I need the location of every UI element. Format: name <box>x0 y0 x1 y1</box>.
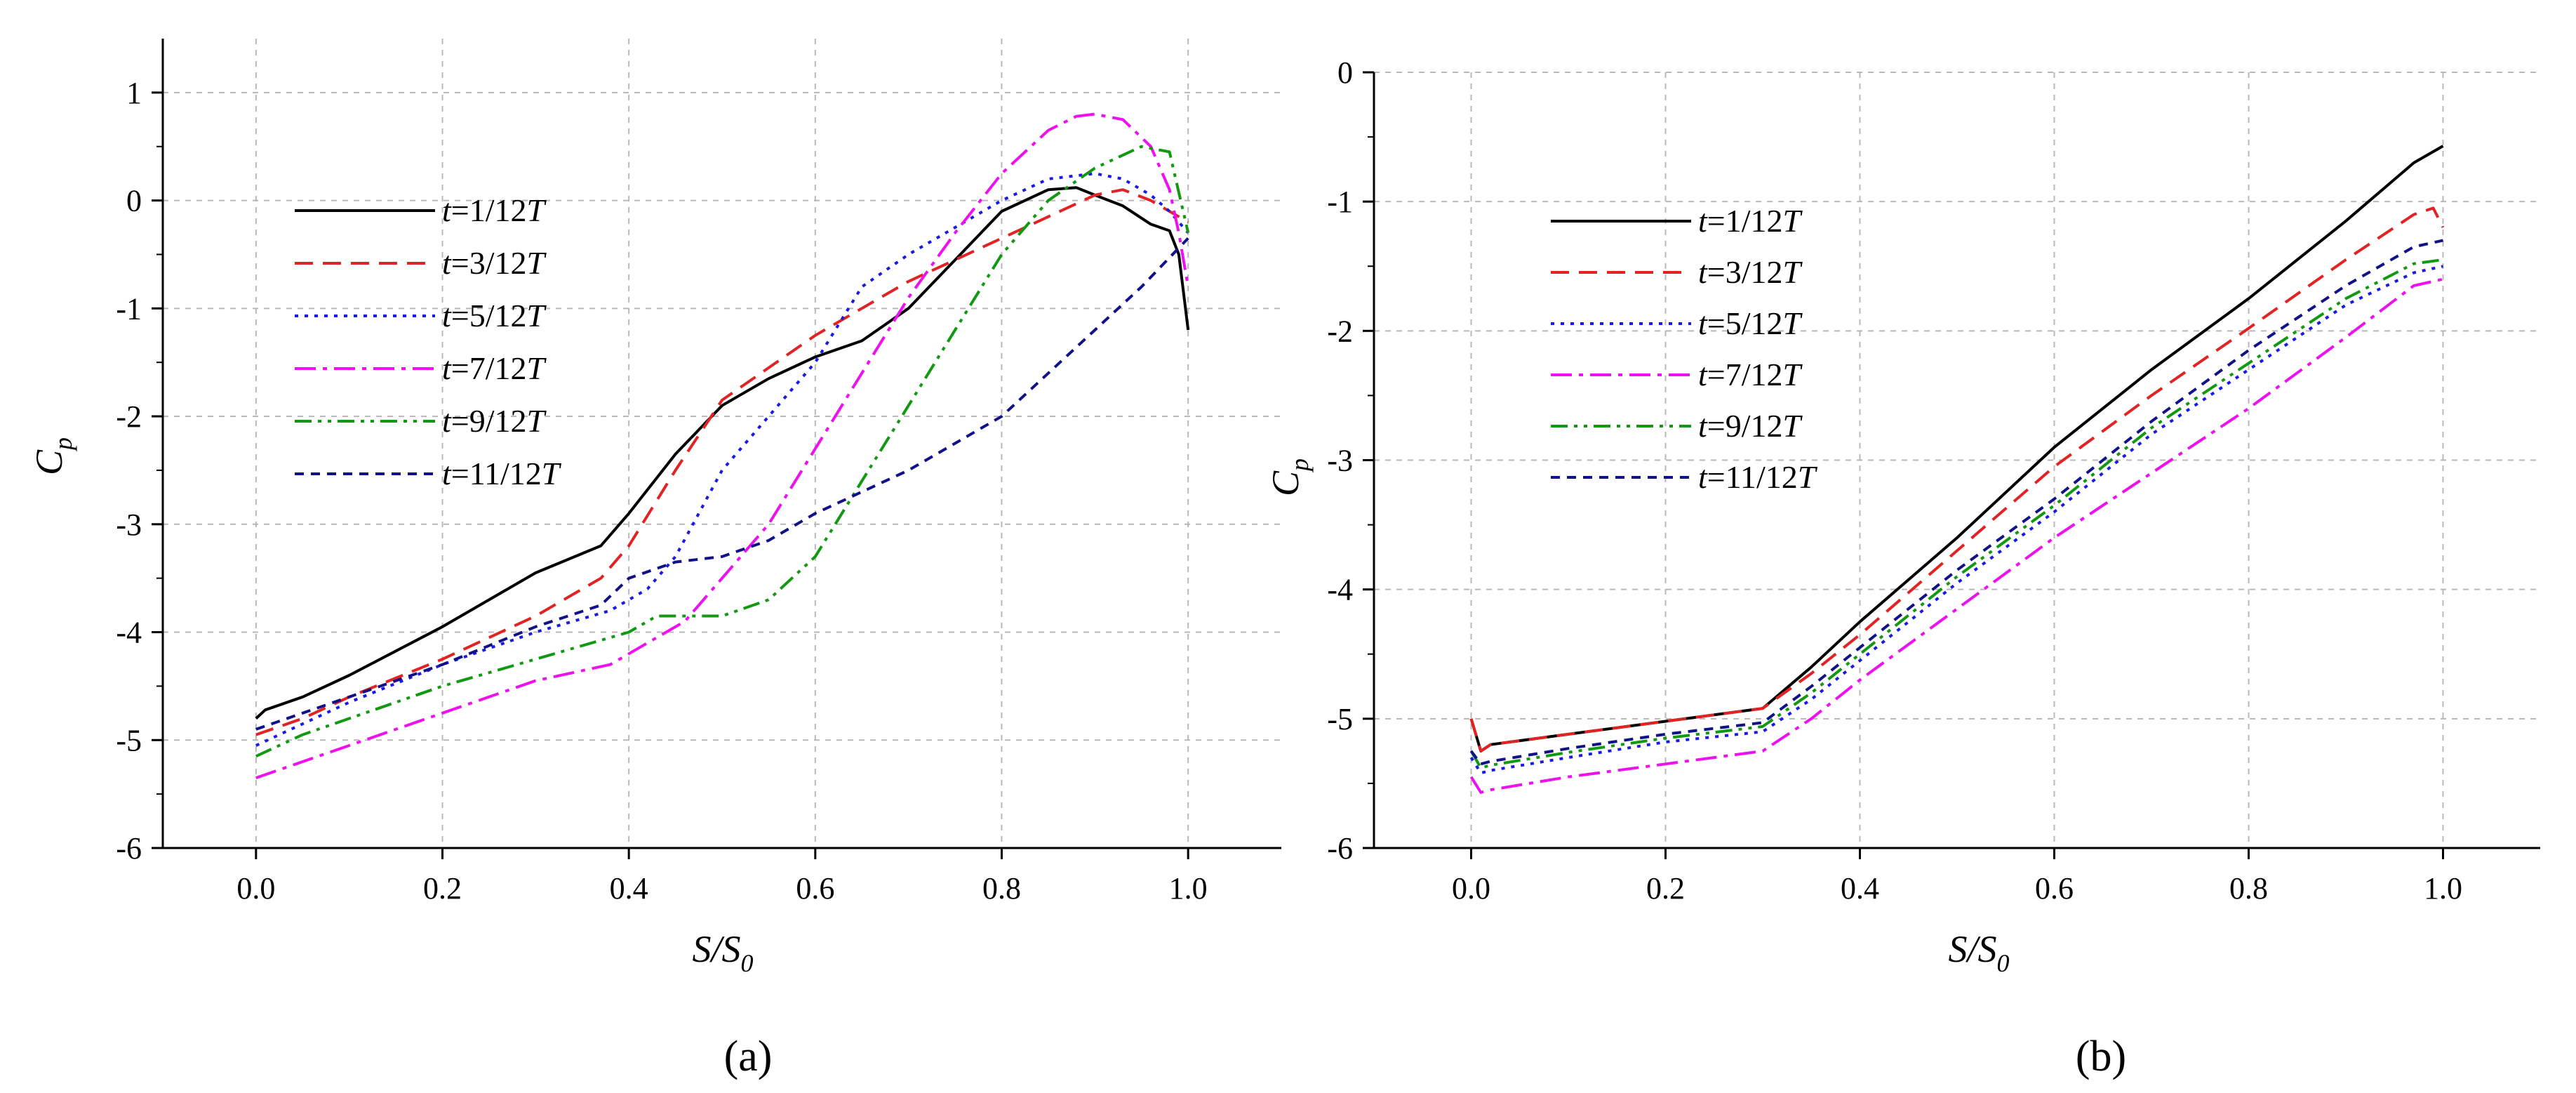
panel-b-series-line-4 <box>1469 277 2443 794</box>
panel-a-legend-label-6: t=11/12T <box>442 456 562 491</box>
panel-b: 0.0 0.2 0.4 0.6 0.8 1.0-6-5-4-3-2-10t=1/12Tt=… <box>1264 55 2540 1080</box>
panel-a-legend-label-5: t=9/12T <box>442 403 547 439</box>
panel-a-y-tick-label: -6 <box>116 831 142 866</box>
panel-a-legend-label-3: t=5/12T <box>442 298 547 333</box>
panel-b-legend-label-5: t=9/12T <box>1698 408 1803 444</box>
panel-b-series-line-6 <box>1469 239 2443 766</box>
panel-b-x-tick-label: 0.6 <box>2035 871 2074 906</box>
panel-b-y-axis-title: Cp <box>1264 458 1314 496</box>
panel-a-panel-label: (a) <box>724 1033 773 1080</box>
panel-b-series-group <box>1469 145 2445 794</box>
panel-b-y-tick-label: -6 <box>1327 831 1353 866</box>
panel-b-series-line-5 <box>1469 258 2443 769</box>
panel-a-series-line-1 <box>255 186 1190 720</box>
panel-b-legend-label-1: t=1/12T <box>1698 203 1803 239</box>
panel-b-x-tick-label: 1.0 <box>2424 871 2462 906</box>
panel-b-y-tick-label: -4 <box>1327 573 1353 607</box>
panel-a-x-tick-label: 0.4 <box>610 871 648 906</box>
panel-b-x-tick-label: 0.0 <box>1452 871 1490 906</box>
panel-b-legend-label-4: t=7/12T <box>1698 357 1803 392</box>
panel-a-y-tick-label: -2 <box>116 399 142 434</box>
panel-a-legend: t=1/12T t=3/12T t=5/12T t=7/12T t=9/12T t=11/… <box>295 192 562 491</box>
panel-b-legend: t=1/12T t=3/12T t=5/12T t=7/12T t=9/12T t=11/… <box>1551 203 1818 495</box>
panel-a-y-tick-label: -4 <box>116 616 142 650</box>
panel-a-series-line-6 <box>255 237 1189 731</box>
panel-b-y-tick-label: 0 <box>1337 55 1353 90</box>
panel-b-series-line-3 <box>1469 265 2443 775</box>
panel-a-y-tick-label: 1 <box>126 76 142 110</box>
panel-a-x-tick-label: 0.6 <box>796 871 834 906</box>
panel-b-series-line-1 <box>1469 145 2444 753</box>
panel-b-legend-label-2: t=3/12T <box>1698 254 1803 290</box>
panel-a-series-line-5 <box>255 145 1190 758</box>
panel-b-x-axis-title: S/S0 <box>1948 928 2009 977</box>
panel-b-y-tick-label: -2 <box>1327 314 1353 348</box>
panel-a-legend-label-4: t=7/12T <box>442 350 547 386</box>
panel-a-y-tick-label: -3 <box>116 508 142 542</box>
panel-a-y-tick-label: 0 <box>126 184 142 218</box>
panel-a-x-axis-title: S/S0 <box>692 928 753 977</box>
panel-a-x-tick-label: 0.2 <box>423 871 462 906</box>
panel-b-panel-label: (b) <box>2076 1033 2126 1080</box>
panel-b-grid <box>1374 72 2540 849</box>
panel-a-series-group <box>255 112 1190 779</box>
panel-a-x-tick-label: 0.0 <box>236 871 275 906</box>
panel-b-x-tick-label: 0.4 <box>1841 871 1879 906</box>
panel-a-y-tick-label: -5 <box>116 723 142 757</box>
panel-a-x-tick-label: 0.8 <box>982 871 1021 906</box>
panel-a-legend-label-2: t=3/12T <box>442 245 547 281</box>
panel-b-y-tick-label: -5 <box>1327 702 1353 736</box>
panel-a-legend-label-1: t=1/12T <box>442 192 547 228</box>
panel-b-y-tick-label: -1 <box>1327 185 1353 219</box>
panel-a-grid <box>163 39 1281 849</box>
panel-b-x-tick-label: 0.8 <box>2229 871 2268 906</box>
panel-b-y-tick-label: -3 <box>1327 444 1353 478</box>
panel-a-y-axis-title: Cp <box>28 437 77 475</box>
panel-a-series-line-3 <box>255 172 1189 747</box>
panel-a-x-tick-label: 1.0 <box>1169 871 1208 906</box>
panel-a-series-line-2 <box>255 188 1189 736</box>
panel-b-x-tick-label: 0.2 <box>1646 871 1685 906</box>
panel-a-series-line-4 <box>255 112 1190 779</box>
panel-b-series-line-2 <box>1469 206 2445 753</box>
panel-a: 0.0 0.2 0.4 0.6 0.8 1.0-6-5-4-3-2-101t=1/12Tt… <box>28 39 1281 1080</box>
panel-b-legend-label-3: t=5/12T <box>1698 305 1803 341</box>
panel-b-legend-label-6: t=11/12T <box>1698 459 1818 495</box>
panel-a-y-tick-label: -1 <box>116 291 142 326</box>
